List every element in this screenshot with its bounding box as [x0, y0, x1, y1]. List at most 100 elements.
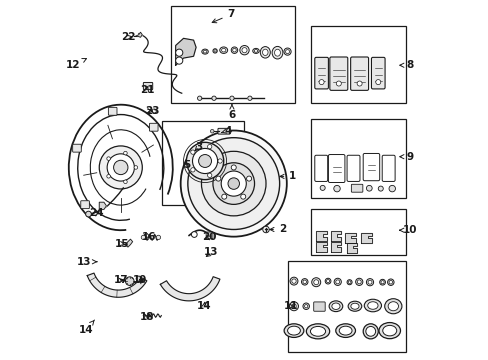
Circle shape [215, 176, 221, 181]
Ellipse shape [284, 48, 290, 55]
Ellipse shape [285, 50, 289, 54]
Text: 13: 13 [204, 247, 218, 257]
FancyBboxPatch shape [314, 155, 327, 181]
Text: 11: 11 [284, 301, 298, 311]
Text: 16: 16 [142, 232, 156, 242]
Text: 21: 21 [140, 85, 154, 95]
Ellipse shape [219, 47, 227, 53]
Polygon shape [316, 242, 326, 252]
Ellipse shape [363, 324, 378, 339]
Circle shape [229, 96, 234, 100]
FancyBboxPatch shape [382, 155, 394, 181]
Circle shape [336, 81, 341, 86]
Ellipse shape [231, 47, 237, 53]
Circle shape [221, 171, 246, 196]
Circle shape [366, 185, 371, 191]
Ellipse shape [350, 303, 358, 309]
Text: 14: 14 [197, 301, 211, 311]
Ellipse shape [254, 50, 257, 52]
Text: 3: 3 [195, 142, 202, 152]
Ellipse shape [325, 278, 330, 284]
Text: 14: 14 [79, 320, 94, 335]
Circle shape [212, 163, 254, 204]
Ellipse shape [378, 323, 400, 339]
Ellipse shape [306, 324, 329, 339]
Ellipse shape [311, 278, 320, 287]
Circle shape [240, 194, 245, 199]
Text: 12: 12 [66, 59, 86, 70]
Circle shape [85, 211, 91, 217]
Text: 7: 7 [212, 9, 234, 23]
FancyBboxPatch shape [350, 57, 368, 90]
Text: 9: 9 [399, 152, 413, 162]
FancyBboxPatch shape [108, 107, 117, 115]
Bar [162, 121, 244, 205]
Ellipse shape [202, 49, 208, 54]
Circle shape [375, 80, 380, 85]
Circle shape [201, 151, 265, 216]
Polygon shape [346, 243, 357, 253]
Ellipse shape [271, 46, 282, 59]
Circle shape [113, 160, 128, 175]
Circle shape [198, 154, 211, 167]
Ellipse shape [364, 299, 381, 312]
Ellipse shape [303, 303, 309, 310]
Circle shape [125, 277, 134, 285]
Text: 22: 22 [121, 32, 135, 42]
Text: 4: 4 [222, 126, 232, 135]
FancyBboxPatch shape [329, 57, 347, 90]
Bar [171, 6, 294, 103]
Ellipse shape [328, 301, 342, 312]
Text: 20: 20 [202, 232, 216, 242]
Circle shape [180, 131, 286, 237]
FancyBboxPatch shape [81, 201, 89, 209]
Circle shape [218, 159, 222, 163]
Circle shape [207, 173, 211, 177]
Polygon shape [344, 233, 355, 243]
Polygon shape [160, 277, 220, 301]
Circle shape [106, 157, 110, 161]
Ellipse shape [213, 50, 216, 52]
Circle shape [210, 130, 214, 133]
Ellipse shape [382, 325, 396, 336]
Circle shape [262, 226, 269, 233]
Circle shape [192, 148, 217, 174]
Ellipse shape [333, 278, 341, 285]
Circle shape [227, 178, 239, 189]
Circle shape [221, 194, 226, 199]
Circle shape [246, 176, 251, 181]
Circle shape [197, 96, 202, 100]
Ellipse shape [339, 326, 351, 335]
Text: 2: 2 [269, 225, 285, 234]
Ellipse shape [347, 281, 350, 284]
Ellipse shape [379, 279, 385, 285]
Bar [287, 261, 405, 352]
Ellipse shape [262, 49, 267, 55]
FancyBboxPatch shape [351, 184, 362, 192]
Ellipse shape [326, 280, 329, 283]
Text: 23: 23 [144, 106, 159, 116]
FancyBboxPatch shape [143, 82, 152, 90]
Ellipse shape [355, 278, 362, 285]
Circle shape [378, 186, 383, 191]
Ellipse shape [303, 280, 306, 284]
FancyBboxPatch shape [206, 232, 212, 239]
Text: 6: 6 [228, 104, 235, 120]
Circle shape [141, 235, 145, 239]
Ellipse shape [387, 279, 393, 285]
Circle shape [175, 49, 183, 56]
Polygon shape [330, 242, 341, 252]
Circle shape [123, 180, 127, 184]
Polygon shape [316, 231, 326, 241]
Circle shape [134, 166, 137, 169]
Ellipse shape [310, 327, 325, 336]
Text: 8: 8 [399, 60, 413, 70]
Ellipse shape [289, 277, 297, 285]
Bar [310, 209, 405, 255]
Ellipse shape [384, 299, 401, 314]
Ellipse shape [203, 50, 206, 53]
FancyBboxPatch shape [363, 153, 379, 181]
Ellipse shape [284, 324, 303, 337]
Circle shape [190, 150, 195, 154]
Ellipse shape [274, 49, 280, 56]
